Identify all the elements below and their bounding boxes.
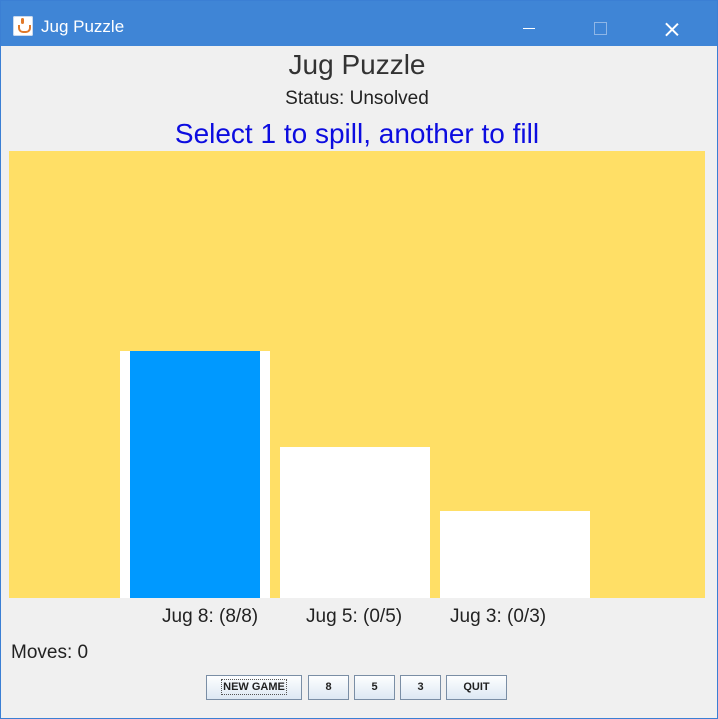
title-bar[interactable]: Jug Puzzle	[1, 1, 717, 46]
minimize-icon[interactable]	[506, 1, 552, 46]
jug-8-label: Jug 8: (8/8)	[162, 606, 259, 627]
instruction-label: Select 1 to spill, another to fill	[174, 118, 540, 149]
jug-5[interactable]	[280, 447, 430, 598]
jug-3-button[interactable]: 3	[400, 675, 441, 700]
jug-5-label: Jug 5: (0/5)	[306, 606, 403, 627]
jug-8[interactable]	[120, 351, 270, 598]
window-title: Jug Puzzle	[41, 17, 125, 36]
new-game-button[interactable]: NEW GAME	[206, 675, 302, 700]
jug-8-button[interactable]: 8	[308, 675, 349, 700]
jug-8-water	[130, 351, 260, 598]
jug-5-button[interactable]: 5	[354, 675, 395, 700]
java-cup-icon	[13, 16, 33, 36]
jug-board	[9, 151, 705, 598]
close-icon[interactable]	[648, 1, 694, 46]
jug-3-label: Jug 3: (0/3)	[450, 606, 547, 627]
game-title: Jug Puzzle	[288, 49, 426, 80]
moves-counter: Moves: 0	[11, 642, 89, 663]
quit-button[interactable]: QUIT	[446, 675, 507, 700]
jug-3[interactable]	[440, 511, 590, 598]
new-game-button-label: NEW GAME	[221, 679, 287, 695]
maximize-icon[interactable]	[579, 1, 625, 46]
status-label: Status: Unsolved	[285, 88, 429, 109]
